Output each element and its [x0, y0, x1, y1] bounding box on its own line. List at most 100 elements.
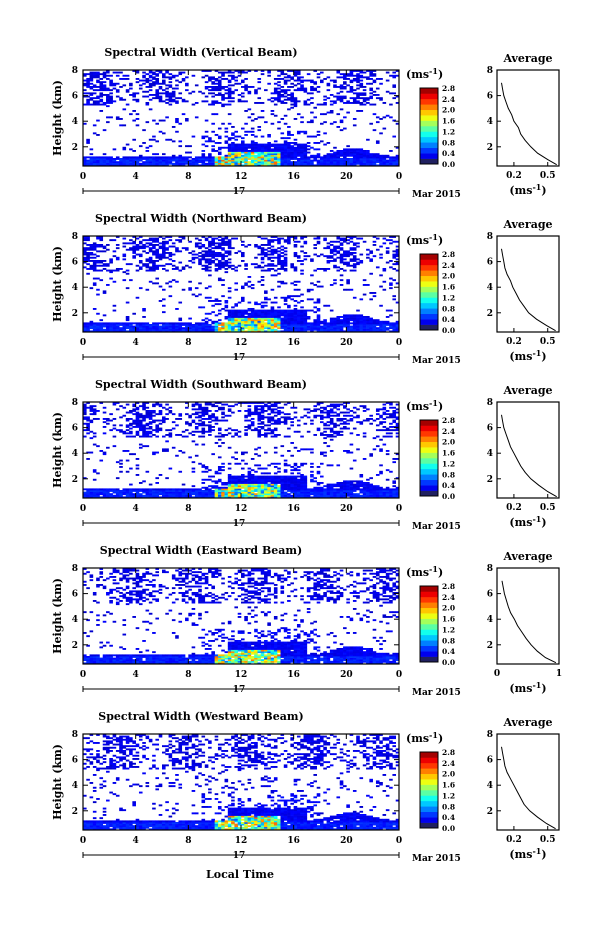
- heatmap-cell: [277, 314, 281, 317]
- heatmap-cell: [152, 493, 156, 496]
- heatmap-cell: [142, 264, 146, 267]
- heatmap-cell: [267, 311, 271, 314]
- heatmap-cell: [277, 148, 281, 151]
- heatmap-cell: [125, 162, 130, 165]
- heatmap-cell: [241, 328, 245, 331]
- heatmap-cell: [247, 402, 252, 404]
- heatmap-cell: [283, 303, 288, 306]
- heatmap-cell: [254, 402, 258, 404]
- heatmap-cell: [86, 429, 90, 432]
- heatmap-cell: [379, 97, 383, 100]
- heatmap-cell: [132, 164, 136, 167]
- heatmap-cell: [234, 434, 239, 436]
- heatmap-cell: [86, 272, 90, 275]
- heatmap-cell: [280, 416, 285, 419]
- heatmap-cell: [257, 435, 262, 438]
- heatmap-cell: [273, 309, 278, 312]
- heatmap-cell: [316, 242, 321, 245]
- heatmap-cell: [201, 435, 206, 438]
- heatmap-cell: [244, 100, 248, 103]
- heatmap-cell: [392, 295, 397, 298]
- heatmap-cell: [300, 272, 304, 275]
- heatmap-cell: [83, 324, 87, 326]
- heatmap-cell: [313, 135, 318, 138]
- heatmap-cell: [267, 145, 271, 148]
- heatmap-cell: [119, 78, 123, 80]
- heatmap-cell: [198, 496, 202, 499]
- heatmap-cell: [227, 159, 232, 162]
- heatmap-cell: [188, 280, 192, 283]
- heatmap-cell: [264, 486, 268, 489]
- heatmap-cell: [178, 239, 183, 242]
- heatmap-cell: [148, 435, 153, 438]
- heatmap-cell: [185, 100, 189, 103]
- heatmap-cell: [329, 252, 334, 254]
- heatmap-cell: [99, 322, 104, 325]
- heatmap-cell: [323, 158, 327, 160]
- heatmap-cell: [129, 330, 133, 333]
- heatmap-cell: [250, 148, 255, 151]
- heatmap-cell: [237, 146, 242, 149]
- heatmap-cell: [237, 435, 242, 438]
- heatmap-cell: [375, 140, 380, 143]
- heatmap-cell: [165, 87, 169, 90]
- heatmap-cell: [369, 298, 373, 301]
- heatmap-cell: [296, 322, 301, 325]
- heatmap-cell: [303, 87, 308, 90]
- heatmap-cell: [273, 78, 278, 80]
- heatmap-cell: [280, 100, 285, 103]
- heatmap-cell: [250, 324, 255, 326]
- heatmap-cell: [257, 162, 262, 165]
- heatmap-cell: [109, 327, 113, 330]
- heatmap-cell: [300, 309, 304, 312]
- heatmap-cell: [237, 430, 242, 433]
- heatmap-cell: [343, 250, 347, 253]
- heatmap-cell: [366, 151, 370, 154]
- heatmap-cell: [145, 162, 150, 165]
- heatmap-cell: [247, 309, 252, 312]
- heatmap-cell: [89, 244, 94, 246]
- heatmap-cell: [392, 330, 397, 333]
- heatmap-cell: [293, 316, 298, 318]
- heatmap-cell: [234, 314, 239, 317]
- heatmap-cell: [214, 470, 219, 473]
- heatmap-cell: [181, 488, 186, 491]
- heatmap-cell: [339, 84, 344, 87]
- heatmap-cell: [336, 269, 341, 272]
- heatmap-cell: [303, 236, 308, 238]
- heatmap-cell: [349, 81, 354, 84]
- heatmap-cell: [155, 156, 160, 159]
- heatmap-cell: [280, 95, 285, 98]
- heatmap-cell: [366, 325, 370, 328]
- heatmap-cell: [194, 443, 199, 446]
- heatmap-cell: [211, 491, 215, 494]
- heatmap-cell: [359, 298, 364, 301]
- heatmap-cell: [188, 161, 192, 164]
- heatmap-cell: [237, 496, 242, 499]
- heatmap-cell: [178, 158, 183, 160]
- heatmap-cell: [339, 164, 344, 167]
- heatmap-cell: [168, 328, 173, 331]
- heatmap-cell: [273, 414, 278, 417]
- heatmap-cell: [303, 328, 308, 331]
- heatmap-cell: [313, 328, 318, 331]
- heatmap-cell: [260, 490, 265, 492]
- heatmap-cell: [234, 252, 239, 254]
- heatmap-cell: [96, 156, 100, 159]
- heatmap-cell: [385, 156, 390, 159]
- heatmap-cell: [369, 250, 373, 253]
- heatmap-cell: [392, 263, 397, 266]
- heatmap-cell: [109, 324, 113, 326]
- heatmap-cell: [349, 264, 354, 267]
- heatmap-cell: [326, 330, 331, 333]
- heatmap-cell: [217, 402, 222, 404]
- heatmap-cell: [296, 82, 301, 85]
- heatmap-cell: [300, 269, 304, 272]
- heatmap-cell: [86, 256, 90, 259]
- colorbar-segment: [420, 259, 438, 266]
- heatmap-cell: [234, 311, 239, 314]
- heatmap-cell: [231, 264, 235, 267]
- heatmap-cell: [142, 239, 146, 242]
- heatmap-cell: [106, 105, 110, 108]
- heatmap-cell: [287, 150, 291, 152]
